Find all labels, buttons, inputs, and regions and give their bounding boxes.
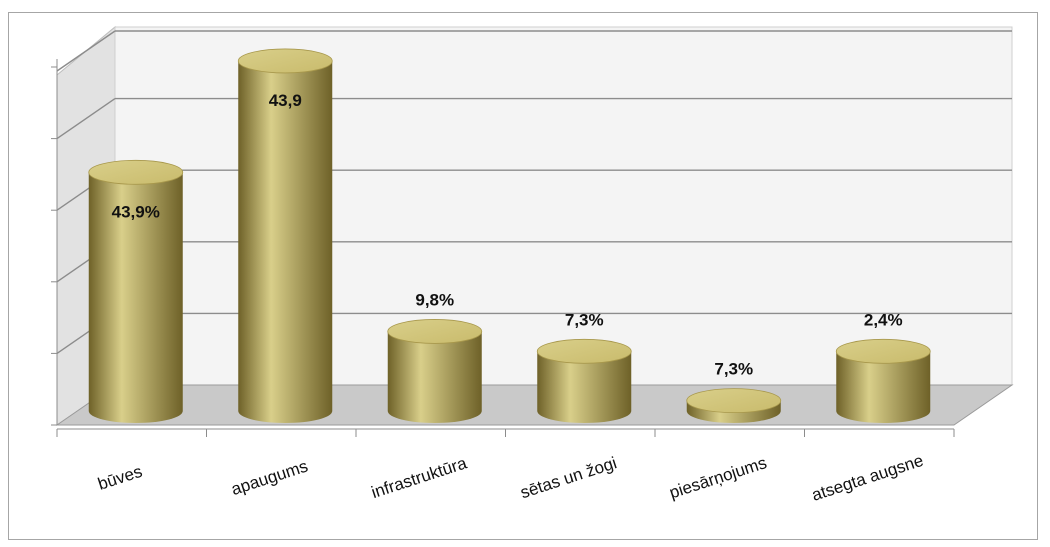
data-label: 2,4% [864, 310, 903, 329]
bar-top [88, 159, 184, 185]
bar [237, 48, 333, 423]
category-label: piesārņojums [667, 453, 769, 502]
data-label: 43,9% [112, 202, 160, 221]
data-label: 7,3% [714, 360, 753, 379]
category-label: apaugums [229, 456, 310, 499]
y-axis [51, 59, 955, 437]
bar-body [836, 351, 931, 423]
data-label: 43,9 [269, 91, 302, 110]
bar [536, 338, 632, 423]
data-label: 9,8% [415, 290, 454, 309]
category-label: sētas un žogi [518, 453, 619, 502]
bar-top [835, 338, 931, 364]
bar [835, 338, 931, 423]
category-label: būves [96, 462, 145, 494]
category-label: atsegta augsne [809, 451, 925, 505]
data-labels: 43,9% 43,9 9,8% 7,3% 7,3% 2,4% [112, 91, 903, 379]
bars [88, 48, 931, 423]
bar-top [387, 319, 483, 344]
bar-body [88, 172, 183, 423]
bar [686, 388, 782, 423]
bar [88, 159, 184, 423]
data-label: 7,3% [565, 310, 604, 329]
chart-frame: 43,9% 43,9 9,8% 7,3% 7,3% 2,4% būves apaugums i… [8, 12, 1038, 540]
bar-body [387, 331, 482, 423]
category-label: infrastruktūra [369, 453, 470, 502]
chart-plot: 43,9% 43,9 9,8% 7,3% 7,3% 2,4% būves apaugums i… [51, 25, 1014, 505]
bar-top [237, 48, 333, 74]
bar-body [537, 351, 632, 423]
category-labels: būves apaugums infrastruktūra sētas un žogi… [96, 451, 926, 505]
bar [387, 319, 483, 423]
bar-top [536, 338, 632, 364]
bar-top [686, 388, 782, 414]
gridline-side [56, 30, 116, 72]
bar-body [238, 60, 333, 423]
gridline-side [56, 98, 116, 140]
